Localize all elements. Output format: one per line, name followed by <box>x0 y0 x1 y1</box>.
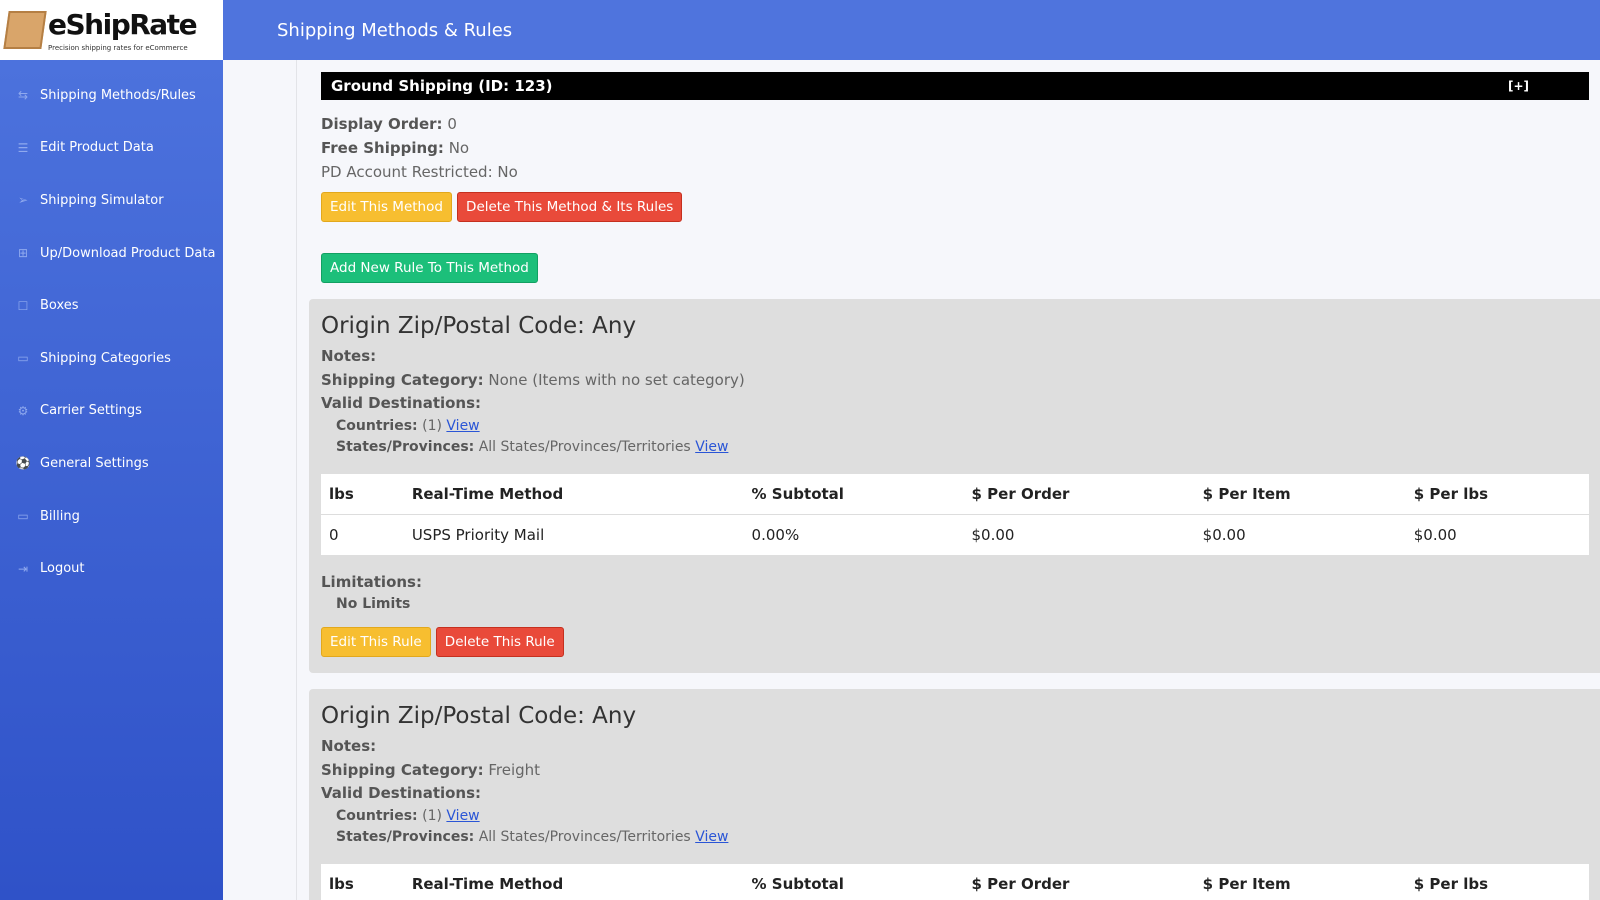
table-header-row: lbs Real-Time Method% Subtotal $ Per Order… <box>321 863 1589 900</box>
rule-card: Origin Zip/Postal Code: Any Notes: Shipp… <box>309 689 1600 900</box>
column-header: % Subtotal <box>743 473 964 515</box>
sidebar-item-label: Boxes <box>40 298 79 314</box>
valid-destinations: Valid Destinations: <box>321 394 482 412</box>
sidebar-item-up-download-product-data[interactable]: ⊞ Up/Download Product Data <box>0 227 223 280</box>
table-cell: USPS Priority Mail <box>411 525 545 544</box>
notes: Notes: <box>321 737 377 755</box>
states: States/Provinces: All States/Provinces/T… <box>336 438 729 455</box>
rule-table: lbs Real-Time Method% Subtotal $ Per Order… <box>321 473 1589 555</box>
nav-icon: ⇥ <box>17 561 29 576</box>
sidebar-item-general-settings[interactable]: ⚽ General Settings <box>0 437 223 490</box>
sidebar-item-label: Carrier Settings <box>40 403 142 419</box>
page-title: Shipping Methods & Rules <box>277 20 513 41</box>
shipping-category: Shipping Category: Freight <box>321 760 541 779</box>
column-header: $ Per Order <box>963 863 1195 900</box>
nav-icon: ⚙ <box>17 403 29 418</box>
column-header: $ Per Order <box>963 473 1195 515</box>
sidebar-item-shipping-simulator[interactable]: ➢ Shipping Simulator <box>0 174 223 227</box>
expand-toggle[interactable]: [+] <box>1507 79 1529 93</box>
rule-title: Origin Zip/Postal Code: Any <box>321 703 637 729</box>
sidebar-item-label: General Settings <box>40 455 149 471</box>
view-countries-link[interactable]: View <box>446 417 480 434</box>
column-header: $ Per lbs <box>1405 863 1589 900</box>
column-header: Real-Time Method <box>403 863 744 900</box>
nav-icon: ⇆ <box>17 88 29 103</box>
column-header: % Subtotal <box>743 863 964 900</box>
nav-icon: ⚽ <box>15 456 31 471</box>
column-header: lbs <box>321 863 404 900</box>
nav-icon: ▭ <box>17 351 29 366</box>
gutter <box>223 60 297 900</box>
add-rule-button[interactable]: Add New Rule To This Method <box>321 253 538 283</box>
table-row: 0 USPS Priority Mail 0.00% $0.00 $0.00 $0.00 <box>321 514 1589 555</box>
sidebar-item-edit-product-data[interactable]: ☰ Edit Product Data <box>0 122 223 175</box>
sidebar-item-label: Logout <box>40 561 85 577</box>
rule-card: Origin Zip/Postal Code: Any Notes: Shipp… <box>309 299 1600 673</box>
rule-table: lbs Real-Time Method% Subtotal $ Per Order… <box>321 863 1589 900</box>
sidebar-item-label: Shipping Categories <box>40 350 171 366</box>
edit-rule-button[interactable]: Edit This Rule <box>321 627 431 657</box>
sidebar-item-shipping-methods-rules[interactable]: ⇆ Shipping Methods/Rules <box>0 69 223 122</box>
main-content: Ground Shipping (ID: 123) [+] Display Or… <box>297 60 1600 900</box>
sidebar-item-shipping-categories[interactable]: ▭ Shipping Categories <box>0 332 223 385</box>
logo-tagline: Precision shipping rates for eCommerce <box>48 44 188 52</box>
nav-icon: ▭ <box>17 509 29 524</box>
delete-rule-button[interactable]: Delete This Rule <box>435 627 564 657</box>
pd-restricted: PD Account Restricted: No <box>321 163 518 181</box>
sidebar-item-logout[interactable]: ⇥ Logout <box>0 542 223 595</box>
logo-name: eShipRate <box>48 8 198 41</box>
column-header: lbs <box>321 473 404 515</box>
view-states-link[interactable]: View <box>695 438 729 455</box>
nav-icon: ➢ <box>17 193 29 208</box>
view-states-link[interactable]: View <box>695 828 729 845</box>
column-header: Real-Time Method <box>403 473 744 515</box>
limits: No Limits <box>336 596 411 612</box>
sidebar-item-label: Up/Download Product Data <box>40 245 216 261</box>
sidebar-item-label: Shipping Methods/Rules <box>40 87 196 103</box>
top-header: eShipRate Precision shipping rates for e… <box>0 0 1600 60</box>
sidebar-item-billing[interactable]: ▭ Billing <box>0 490 223 543</box>
display-order: Display Order: 0 <box>321 115 457 133</box>
table-cell: $0.00 <box>971 525 1015 544</box>
free-shipping: Free Shipping: No <box>321 139 470 157</box>
method-header: Ground Shipping (ID: 123) [+] <box>321 72 1589 100</box>
sidebar: ⇆ Shipping Methods/Rules ☰ Edit Product Dat… <box>0 60 223 900</box>
sidebar-item-label: Billing <box>40 508 80 524</box>
table-cell: 0.00% <box>751 525 800 544</box>
nav-icon: ☐ <box>17 298 29 313</box>
logo[interactable]: eShipRate Precision shipping rates for e… <box>0 0 223 60</box>
delete-method-button[interactable]: Delete This Method & Its Rules <box>457 192 683 222</box>
sidebar-item-carrier-settings[interactable]: ⚙ Carrier Settings <box>0 385 223 438</box>
sidebar-item-label: Shipping Simulator <box>40 192 164 208</box>
sidebar-item-boxes[interactable]: ☐ Boxes <box>0 279 223 332</box>
nav-icon: ⊞ <box>17 246 29 261</box>
table-cell: $0.00 <box>1202 525 1246 544</box>
edit-method-button[interactable]: Edit This Method <box>321 192 452 222</box>
sidebar-item-label: Edit Product Data <box>40 140 154 156</box>
countries: Countries: (1) View <box>336 807 480 824</box>
rule-title: Origin Zip/Postal Code: Any <box>321 313 637 339</box>
nav-icon: ☰ <box>17 140 29 155</box>
countries: Countries: (1) View <box>336 417 480 434</box>
view-countries-link[interactable]: View <box>446 807 480 824</box>
box-logo-icon <box>3 11 47 49</box>
column-header: $ Per lbs <box>1405 473 1589 515</box>
valid-destinations: Valid Destinations: <box>321 784 482 802</box>
table-cell: 0 <box>329 525 339 544</box>
notes: Notes: <box>321 347 377 365</box>
states: States/Provinces: All States/Provinces/T… <box>336 828 729 845</box>
table-header-row: lbs Real-Time Method% Subtotal $ Per Order… <box>321 473 1589 515</box>
table-cell: $0.00 <box>1413 525 1457 544</box>
shipping-category: Shipping Category: None (Items with no s… <box>321 370 745 389</box>
method-title: Ground Shipping (ID: 123) <box>331 77 553 95</box>
limitations: Limitations: <box>321 572 422 591</box>
column-header: $ Per Item <box>1194 863 1406 900</box>
column-header: $ Per Item <box>1194 473 1406 515</box>
